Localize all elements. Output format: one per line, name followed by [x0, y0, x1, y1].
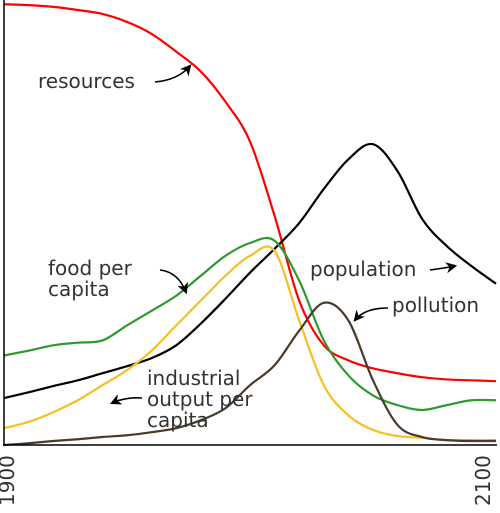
- arrow: [353, 307, 389, 322]
- series-line: [3, 245, 496, 442]
- series-line: [3, 142, 497, 400]
- series-line: [3, 301, 497, 447]
- annotation: capita: [48, 277, 110, 301]
- series-line: [3, 236, 497, 412]
- arrow: [109, 394, 143, 405]
- annotation: output per: [147, 387, 253, 411]
- annotation: industrial: [147, 366, 240, 390]
- series-line: [3, 3, 497, 383]
- arrow: [159, 269, 188, 295]
- x-tick-label: 1900: [0, 455, 19, 506]
- arrow: [154, 64, 192, 83]
- arrows: [109, 64, 458, 405]
- annotation: resources: [38, 69, 135, 93]
- x-tick-label: 2100: [471, 455, 495, 506]
- annotation: pollution: [392, 293, 479, 317]
- annotation: capita: [147, 408, 209, 432]
- annotation: food per: [48, 256, 133, 280]
- arrow: [429, 262, 458, 274]
- lines: [3, 3, 497, 447]
- annotation: population: [310, 257, 416, 281]
